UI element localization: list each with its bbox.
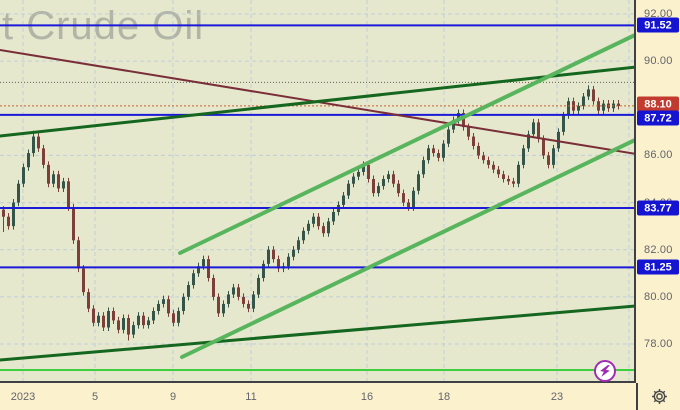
price-label: 82.00 xyxy=(644,243,673,256)
lightning-button[interactable] xyxy=(594,360,616,382)
gridlines xyxy=(0,0,634,381)
gear-icon[interactable] xyxy=(651,388,668,405)
price-label: 78.00 xyxy=(644,337,673,350)
price-label: 80.00 xyxy=(644,290,673,303)
price-label: 90.00 xyxy=(644,55,673,68)
time-label: 5 xyxy=(91,390,99,403)
axis-settings-corner xyxy=(636,383,680,410)
price-label: 86.00 xyxy=(644,149,673,162)
lower-dark-green[interactable] xyxy=(0,304,636,362)
price-axis[interactable]: 92.0090.0086.0084.0082.0080.0078.0091.52… xyxy=(636,0,680,383)
channel-light-green-lower[interactable] xyxy=(180,138,635,359)
price-badge-88-10: 88.10 xyxy=(637,96,679,112)
channel-light-green-upper[interactable] xyxy=(178,33,635,255)
lightning-icon xyxy=(599,364,611,378)
time-axis[interactable]: 2023 5 9 11 16 18 23 xyxy=(0,383,636,410)
price-badge-87-72: 87.72 xyxy=(637,110,679,126)
candlestick-chart[interactable] xyxy=(0,0,636,383)
time-label: 9 xyxy=(169,390,177,403)
time-label: 2023 xyxy=(10,390,36,403)
price-badge-91-52: 91.52 xyxy=(637,17,679,33)
time-label: 16 xyxy=(360,390,374,403)
time-label: 11 xyxy=(245,390,257,403)
time-label: 23 xyxy=(550,390,564,403)
price-badge-81-25: 81.25 xyxy=(637,259,679,275)
upper-dark-green[interactable] xyxy=(0,65,636,138)
chart-plot-area[interactable]: t Crude Oil xyxy=(0,0,636,383)
price-badge-83-77: 83.77 xyxy=(637,200,679,216)
candles xyxy=(2,85,620,341)
price-label: 92.00 xyxy=(644,8,673,20)
time-label: 18 xyxy=(437,390,451,403)
